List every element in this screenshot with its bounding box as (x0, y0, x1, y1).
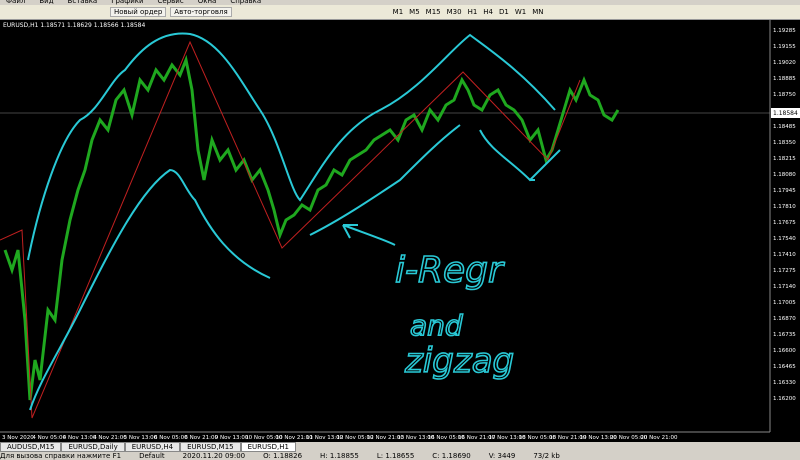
status-bar: Для вызова справки нажмите F1 Default 2020… (0, 452, 800, 460)
time-label: 6 Nov 05:00 (154, 435, 188, 441)
timeframe-button[interactable]: M15 (425, 8, 441, 16)
chart-tab[interactable]: EURUSD,H1 (240, 442, 296, 452)
price-label: 1.18215 (773, 156, 796, 162)
timeframe-button[interactable]: D1 (499, 8, 509, 16)
price-label: 1.19285 (773, 28, 796, 34)
menu-item[interactable]: Вставка (67, 0, 98, 5)
time-label: 5 Nov 13:00 (124, 435, 158, 441)
toolbar: Новый ордер Авто-торговля M1 M5 M15 M30 H1 H4… (0, 5, 800, 20)
price-candles (3, 54, 620, 401)
chart-header: EURUSD,H1 1.18571 1.18629 1.18566 1.1858… (3, 22, 145, 29)
time-label: 6 Nov 21:00 (184, 435, 218, 441)
timeframe-button[interactable]: H1 (467, 8, 478, 16)
price-label: 1.18485 (773, 124, 796, 130)
time-label: 11 Nov 13:00 (306, 435, 344, 441)
status-field: Для вызова справки нажмите F1 (0, 452, 122, 460)
menu-item[interactable]: Графики (111, 0, 144, 5)
price-label: 1.16735 (773, 332, 796, 338)
price-label: 1.16465 (773, 364, 796, 370)
time-label: 9 Nov 13:00 (215, 435, 249, 441)
price-label: 1.17810 (773, 204, 796, 210)
status-field: C: 1.18690 (432, 452, 471, 460)
timeframe-button[interactable]: W1 (514, 8, 527, 16)
time-label: 3 Nov 2020 (2, 435, 34, 441)
regression-lower (29, 124, 561, 411)
chart-tab[interactable]: EURUSD,H4 (124, 442, 181, 452)
price-label: 1.17005 (773, 300, 796, 306)
price-label: 1.16600 (773, 348, 796, 354)
time-label: 20 Nov 05:00 (610, 435, 648, 441)
annotation-text: and (410, 309, 463, 342)
price-label: 1.18080 (773, 172, 796, 178)
chart-tabs: AUDUSD,M15 EURUSD,Daily EURUSD,H4 EURUSD,M1… (0, 442, 800, 452)
autotrading-button[interactable]: Авто-торговля (170, 7, 232, 17)
menu-bar: Файл Вид Вставка Графики Сервис Окна Справка (0, 0, 800, 5)
chart-tab[interactable]: AUDUSD,M15 (0, 442, 62, 452)
time-label: 18 Nov 21:00 (549, 435, 587, 441)
menu-item[interactable]: Вид (39, 0, 54, 5)
price-label: 1.17275 (773, 268, 796, 274)
time-label: 10 Nov 21:00 (276, 435, 314, 441)
current-price: 1.18584 (773, 110, 798, 117)
chart: EURUSD,H1 1.18571 1.18629 1.18566 1.1858… (0, 20, 800, 442)
price-label: 1.17540 (773, 236, 796, 242)
status-field: H: 1.18855 (320, 452, 359, 460)
time-label: 19 Nov 13:00 (580, 435, 618, 441)
current-price-box (771, 108, 800, 118)
time-label: 4 Nov 13:00 (63, 435, 97, 441)
price-label: 1.17410 (773, 252, 796, 258)
regression-upper (27, 32, 556, 261)
time-label: 4 Nov 21:00 (93, 435, 127, 441)
time-label: 12 Nov 21:00 (367, 435, 405, 441)
status-field: Default (139, 452, 165, 460)
time-label: 20 Nov 21:00 (640, 435, 678, 441)
time-label: 12 Nov 05:00 (336, 435, 374, 441)
time-label: 17 Nov 13:00 (488, 435, 526, 441)
price-label: 1.16870 (773, 316, 796, 322)
timeframe-button[interactable]: H4 (483, 8, 494, 16)
status-field: 2020.11.20 09:00 (182, 452, 246, 460)
timeframe-button[interactable]: MN (532, 8, 544, 16)
time-label: 13 Nov 13:00 (397, 435, 435, 441)
time-label: 4 Nov 05:00 (32, 435, 66, 441)
menu-item[interactable]: Файл (6, 0, 26, 5)
time-label: 16 Nov 21:00 (458, 435, 496, 441)
price-label: 1.16330 (773, 380, 796, 386)
price-label: 1.18750 (773, 92, 796, 98)
time-label: 18 Nov 05:00 (519, 435, 557, 441)
time-label: 10 Nov 05:00 (245, 435, 283, 441)
annotation-text: i-Regr (395, 250, 505, 291)
menu-item[interactable]: Сервис (157, 0, 184, 5)
timeframe-button[interactable]: M5 (409, 8, 420, 16)
status-field: L: 1.18655 (376, 452, 415, 460)
new-order-button[interactable]: Новый ордер (110, 7, 167, 17)
annotation-text: zigzag (404, 341, 514, 381)
price-label: 1.18885 (773, 76, 796, 82)
price-label: 1.17675 (773, 220, 796, 226)
zigzag (0, 40, 581, 419)
price-label: 1.18350 (773, 140, 796, 146)
price-label: 1.19155 (773, 44, 796, 50)
timeframes: M1 M5 M15 M30 H1 H4 D1 W1 MN (390, 8, 547, 16)
price-label: 1.19020 (773, 60, 796, 66)
price-label: 1.17140 (773, 284, 796, 290)
status-field: V: 3449 (488, 452, 516, 460)
chart-tab[interactable]: EURUSD,M15 (180, 442, 241, 452)
timeframe-button[interactable]: M1 (392, 8, 404, 16)
status-field: 73/2 kb (533, 452, 560, 460)
arrow (342, 224, 396, 246)
menu-item[interactable]: Справка (230, 0, 262, 5)
chart-tab[interactable]: EURUSD,Daily (61, 442, 125, 452)
timeframe-button[interactable]: M30 (446, 8, 462, 16)
menu-item[interactable]: Окна (197, 0, 217, 5)
price-axis: 1.192851.191551.190201.188851.187501.186… (773, 28, 796, 402)
price-label: 1.17945 (773, 188, 796, 194)
price-label: 1.16200 (773, 396, 796, 402)
time-label: 16 Nov 05:00 (428, 435, 466, 441)
status-field: O: 1.18826 (263, 452, 303, 460)
